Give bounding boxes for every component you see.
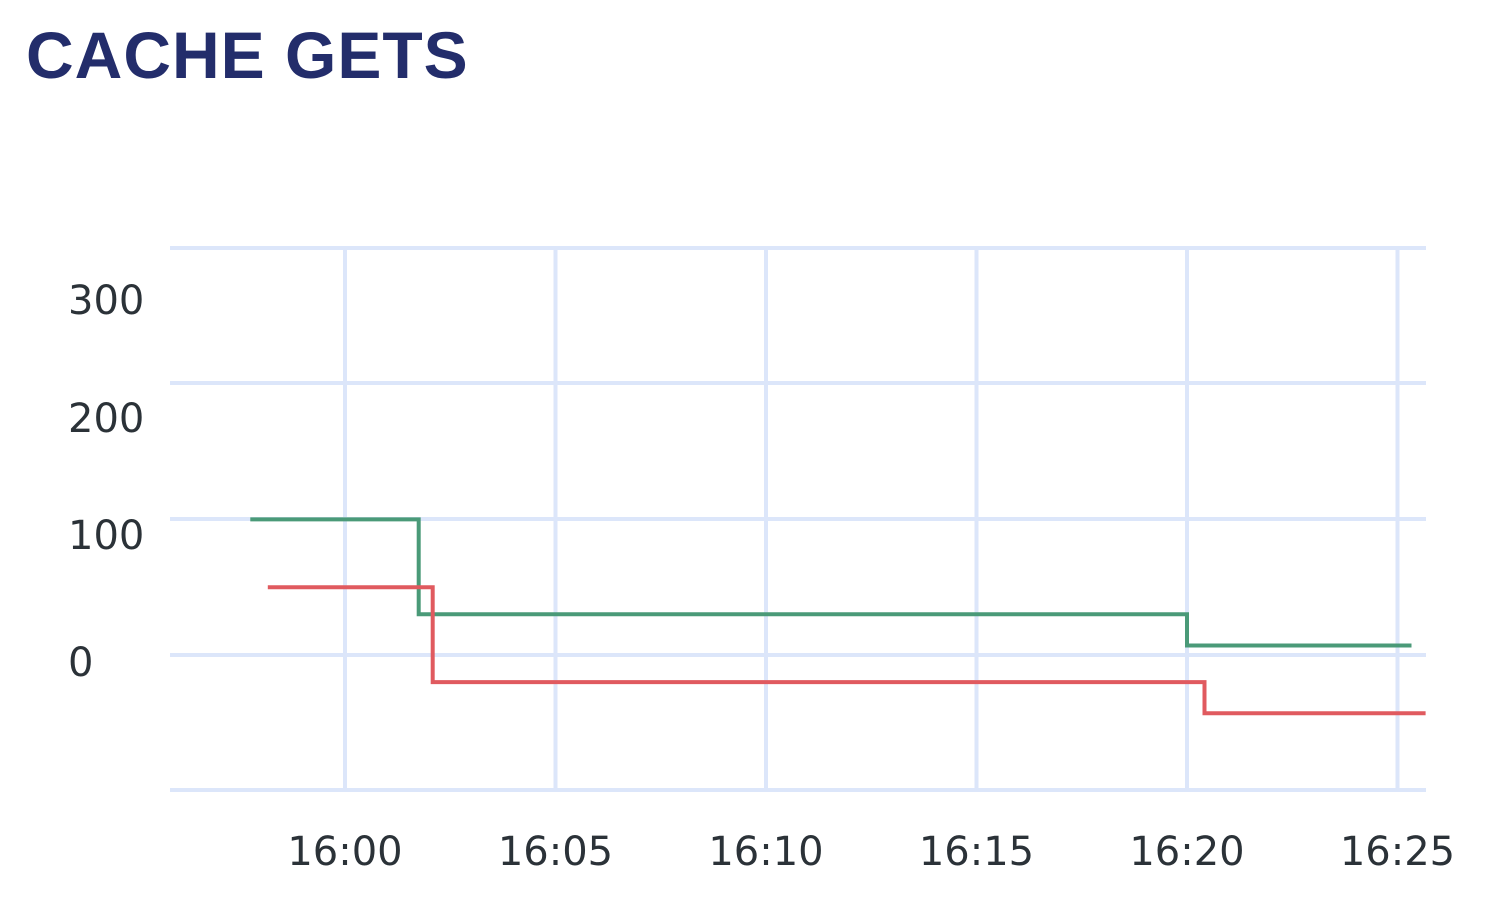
chart-title: CACHE GETS	[26, 18, 469, 92]
x-axis-ticks: 16:00 16:05 16:10 16:15 16:20 16:25	[287, 829, 1455, 875]
chart-series	[250, 517, 1426, 716]
x-tick-label: 16:05	[498, 829, 613, 875]
x-tick-label: 16:10	[708, 829, 823, 875]
x-tick-label: 16:20	[1129, 829, 1244, 875]
x-tick-label: 16:15	[919, 829, 1034, 875]
x-tick-label: 16:25	[1340, 829, 1455, 875]
y-tick-label: 300	[68, 278, 144, 324]
y-tick-label: 0	[68, 640, 93, 686]
series-line-1	[250, 517, 1412, 648]
x-tick-label: 16:00	[287, 829, 402, 875]
y-tick-label: 100	[68, 513, 144, 559]
series-line-2	[267, 585, 1426, 716]
y-axis-ticks: 300 200 100 0	[68, 278, 144, 686]
y-tick-label: 200	[68, 396, 144, 442]
